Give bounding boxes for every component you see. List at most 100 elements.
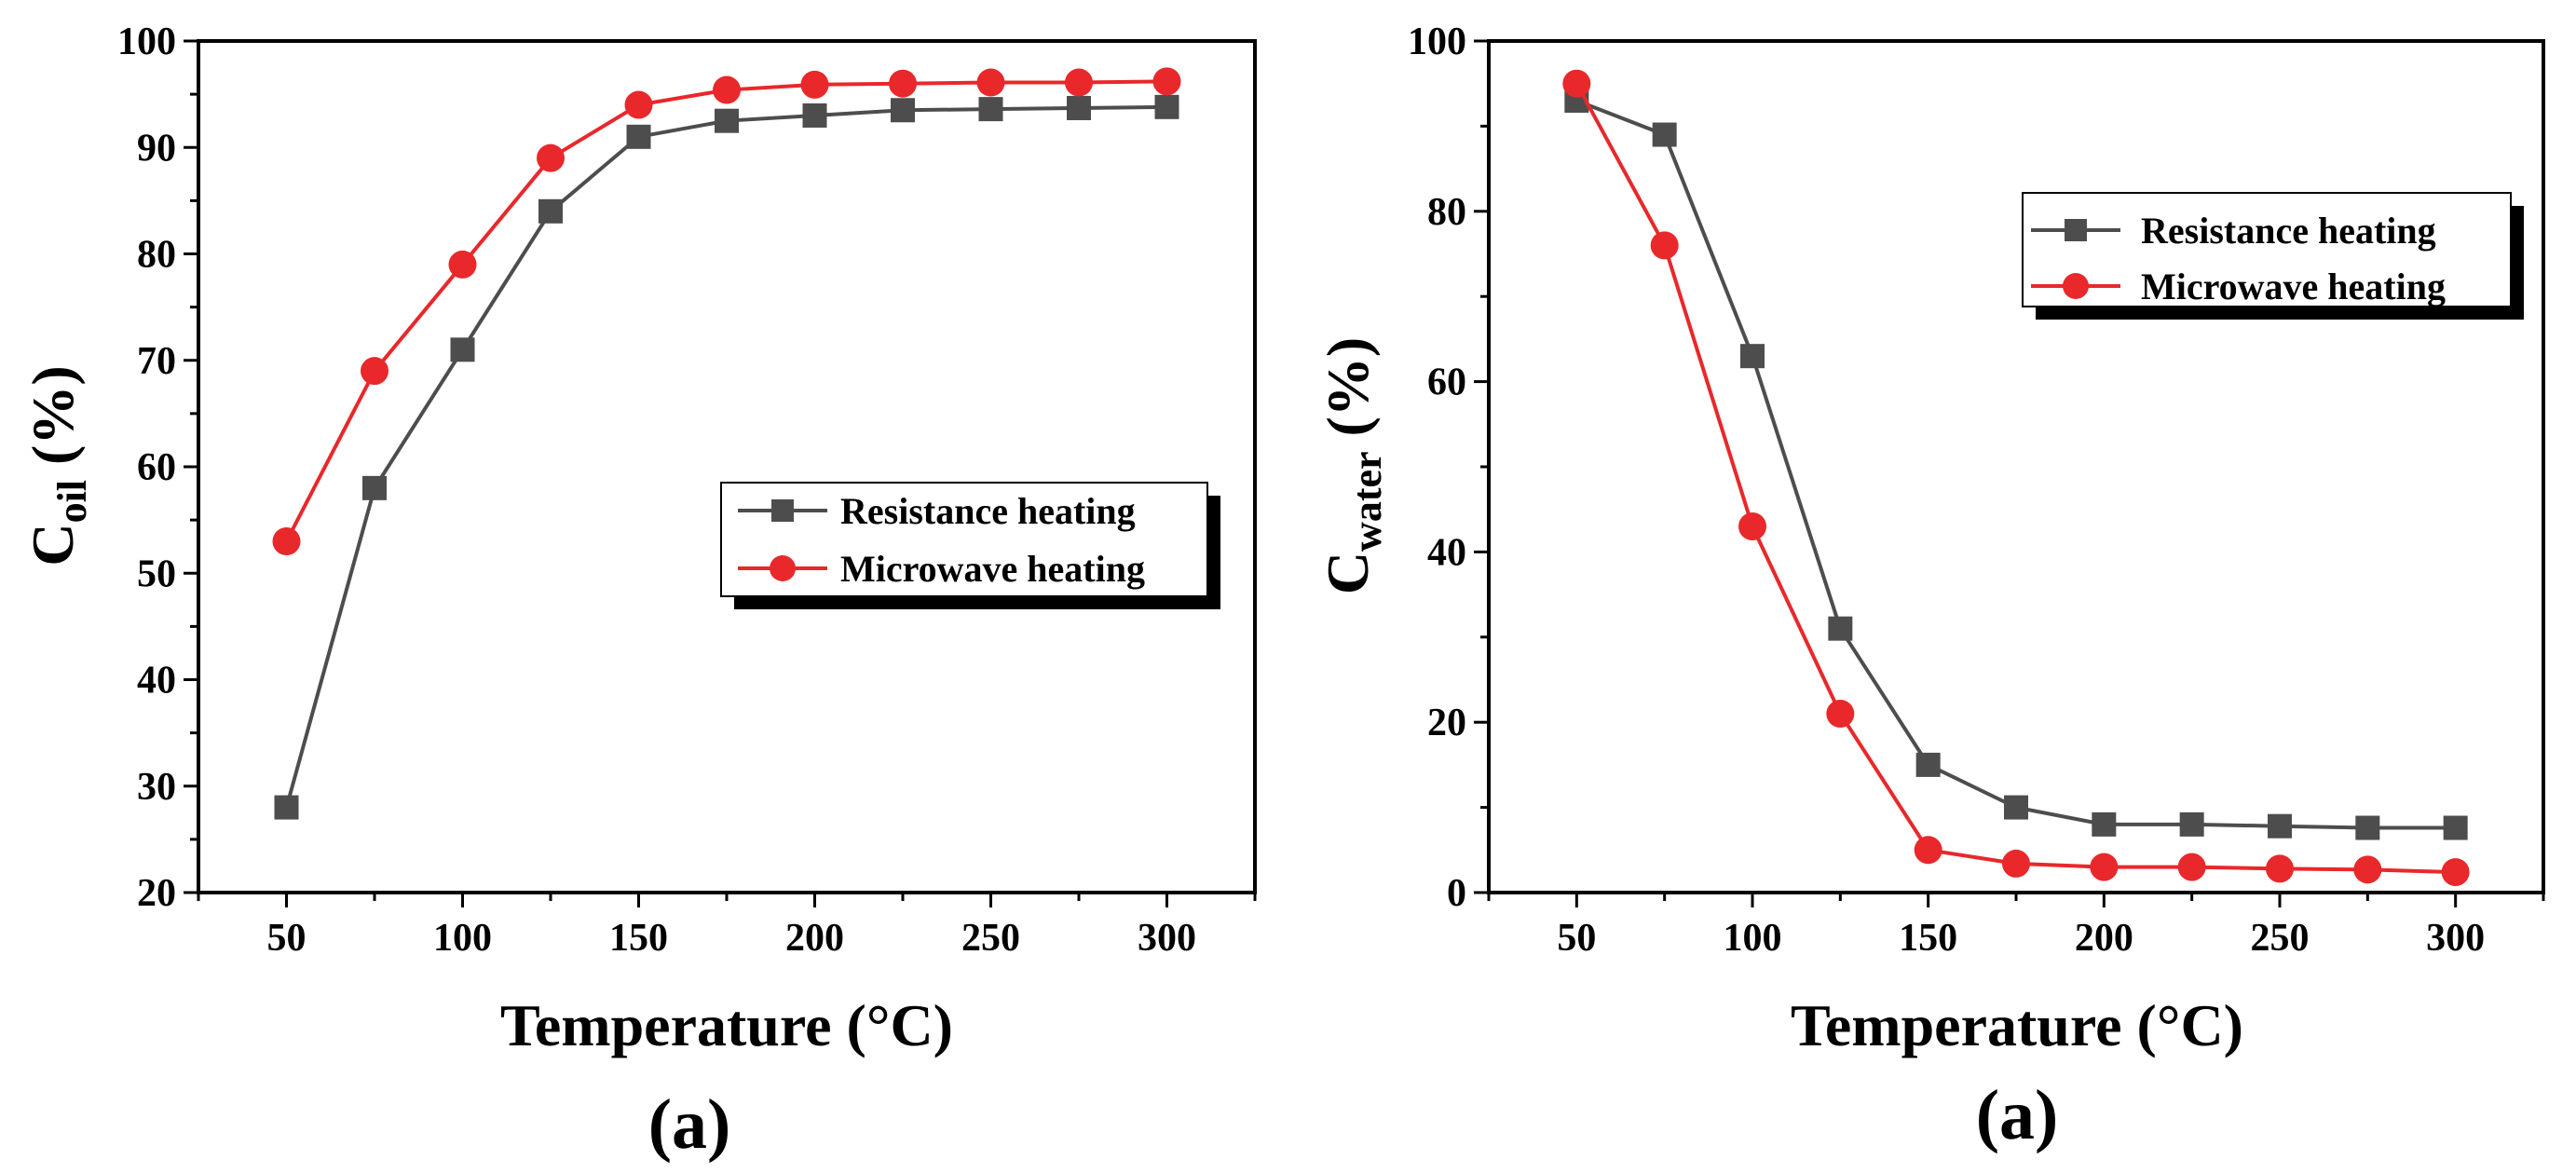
water-point-microwave-heating-250 [2266,854,2294,883]
oil-point-microwave-heating-100 [448,250,477,279]
oil-ylabel-sub: oil [49,480,95,523]
oil-series-line-resistance-heating [284,104,1167,809]
oil-point-microwave-heating-125 [537,143,565,172]
oil-point-resistance-heating-175 [715,108,739,133]
water-point-microwave-heating-200 [2090,852,2119,881]
oil-y-tick-label: 80 [137,234,176,277]
water-x-tick-label: 300 [2426,917,2485,960]
water-legend-label-resistance: Resistance heating [2141,210,2436,252]
oil-x-tick-label: 100 [433,917,492,960]
oil-y-tick-label: 40 [137,660,176,702]
water-ylabel-main: C [1315,552,1381,594]
oil-ylabel-tail: (%) [20,365,86,480]
oil-point-microwave-heating-250 [976,68,1005,97]
water-point-microwave-heating-125 [1826,700,1855,729]
oil-plot-frame [197,39,1257,894]
oil-point-resistance-heating-275 [1067,95,1091,120]
oil-legend: Resistance heating Microwave heating [720,482,1220,609]
oil-point-microwave-heating-75 [361,357,388,386]
oil-series-group [272,67,1181,820]
oil-ticks: 50 100 150 200 250 300 20 30 40 50 60 70 80 90 100 [117,20,1257,960]
water-x-tick-label: 250 [2251,917,2310,960]
water-point-microwave-heating-75 [1650,231,1679,260]
oil-point-resistance-heating-50 [274,795,299,820]
water-point-resistance-heating-175 [2004,795,2028,820]
water-legend: Resistance heating Microwave heating [2022,192,2524,320]
oil-x-tick-label: 200 [785,917,844,960]
oil-point-microwave-heating-225 [889,69,917,98]
oil-point-resistance-heating-200 [802,102,827,128]
water-ylabel-sub: water [1344,451,1390,552]
water-x-tick-label: 200 [2075,917,2133,960]
water-xlabel: Temperature (°C) [1791,992,2243,1058]
oil-xlabel: Temperature (°C) [500,992,953,1058]
oil-point-resistance-heating-225 [891,98,915,123]
water-legend-label-microwave: Microwave heating [2141,266,2446,307]
oil-point-resistance-heating-100 [450,337,475,362]
water-legend-marker-resistance [2065,219,2087,241]
oil-legend-label-resistance: Resistance heating [840,490,1136,532]
water-point-resistance-heating-150 [1915,752,1941,777]
water-legend-marker-microwave [2063,273,2089,299]
water-point-microwave-heating-150 [1914,836,1942,865]
oil-point-resistance-heating-250 [978,97,1003,122]
oil-y-tick-label: 60 [137,446,176,489]
oil-x-tick-label: 300 [1138,917,1196,960]
water-plot-frame [1487,39,2545,894]
oil-ylabel-main: C [20,523,86,566]
water-point-resistance-heating-75 [1652,122,1677,147]
water-y-tick-label: 20 [1427,702,1466,744]
water-point-microwave-heating-275 [2353,855,2382,884]
water-point-microwave-heating-50 [1562,69,1591,98]
water-ylabel: Cwater (%) [1315,337,1390,594]
water-y-tick-label: 0 [1447,872,1466,915]
water-x-tick-label: 150 [1899,917,1957,960]
oil-legend-marker-resistance [771,499,794,522]
oil-y-tick-label: 100 [117,20,176,63]
water-panel-label: (a) [1976,1076,2059,1154]
water-y-tick-label: 100 [1408,20,1466,63]
oil-y-tick-label: 90 [137,127,176,170]
oil-panel-label: (a) [648,1085,731,1164]
oil-point-microwave-heating-200 [800,70,829,99]
oil-point-microwave-heating-50 [272,526,301,555]
oil-x-tick-label: 150 [609,917,668,960]
oil-point-resistance-heating-75 [362,475,387,500]
oil-point-resistance-heating-125 [538,198,563,224]
water-point-resistance-heating-275 [2355,815,2380,840]
oil-point-resistance-heating-150 [626,124,651,149]
water-point-resistance-heating-125 [1828,616,1853,641]
water-y-tick-label: 80 [1427,191,1466,234]
water-point-microwave-heating-100 [1738,511,1766,540]
oil-point-microwave-heating-300 [1152,67,1181,96]
oil-series-line-microwave-heating [284,79,1167,542]
water-y-tick-label: 60 [1427,361,1466,404]
oil-legend-box [720,482,1208,597]
water-x-tick-label: 100 [1724,917,1782,960]
water-ylabel-tail: (%) [1315,337,1381,452]
water-ticks: 50 100 150 200 250 300 0 20 40 60 80 100 [1408,20,2545,960]
oil-point-microwave-heating-175 [713,75,741,104]
oil-point-microwave-heating-275 [1065,68,1093,97]
oil-ylabel: Coil (%) [20,365,95,566]
oil-y-tick-label: 30 [137,766,176,809]
water-x-tick-label: 50 [1557,917,1596,960]
oil-x-tick-label: 50 [267,917,307,960]
oil-y-tick-label: 70 [137,340,176,383]
oil-point-microwave-heating-150 [624,90,653,119]
oil-legend-label-microwave: Microwave heating [840,548,1145,590]
oil-legend-marker-microwave [770,555,796,581]
water-point-microwave-heating-225 [2177,852,2206,881]
water-point-microwave-heating-175 [2002,849,2030,878]
oil-y-tick-label: 20 [137,872,176,915]
chart-oil: 50 100 150 200 250 300 20 30 40 50 60 70 80 90 100 Coi… [20,20,1257,1164]
oil-y-tick-label: 50 [137,552,176,595]
water-y-tick-label: 40 [1427,531,1466,574]
water-point-microwave-heating-300 [2441,858,2470,887]
water-point-resistance-heating-100 [1740,344,1765,369]
oil-x-tick-label: 250 [961,917,1020,960]
water-point-resistance-heating-200 [2092,812,2117,837]
chart-water: 50 100 150 200 250 300 0 20 40 60 80 100 Cwater (%)… [1315,20,2545,1154]
water-point-resistance-heating-250 [2268,813,2292,839]
